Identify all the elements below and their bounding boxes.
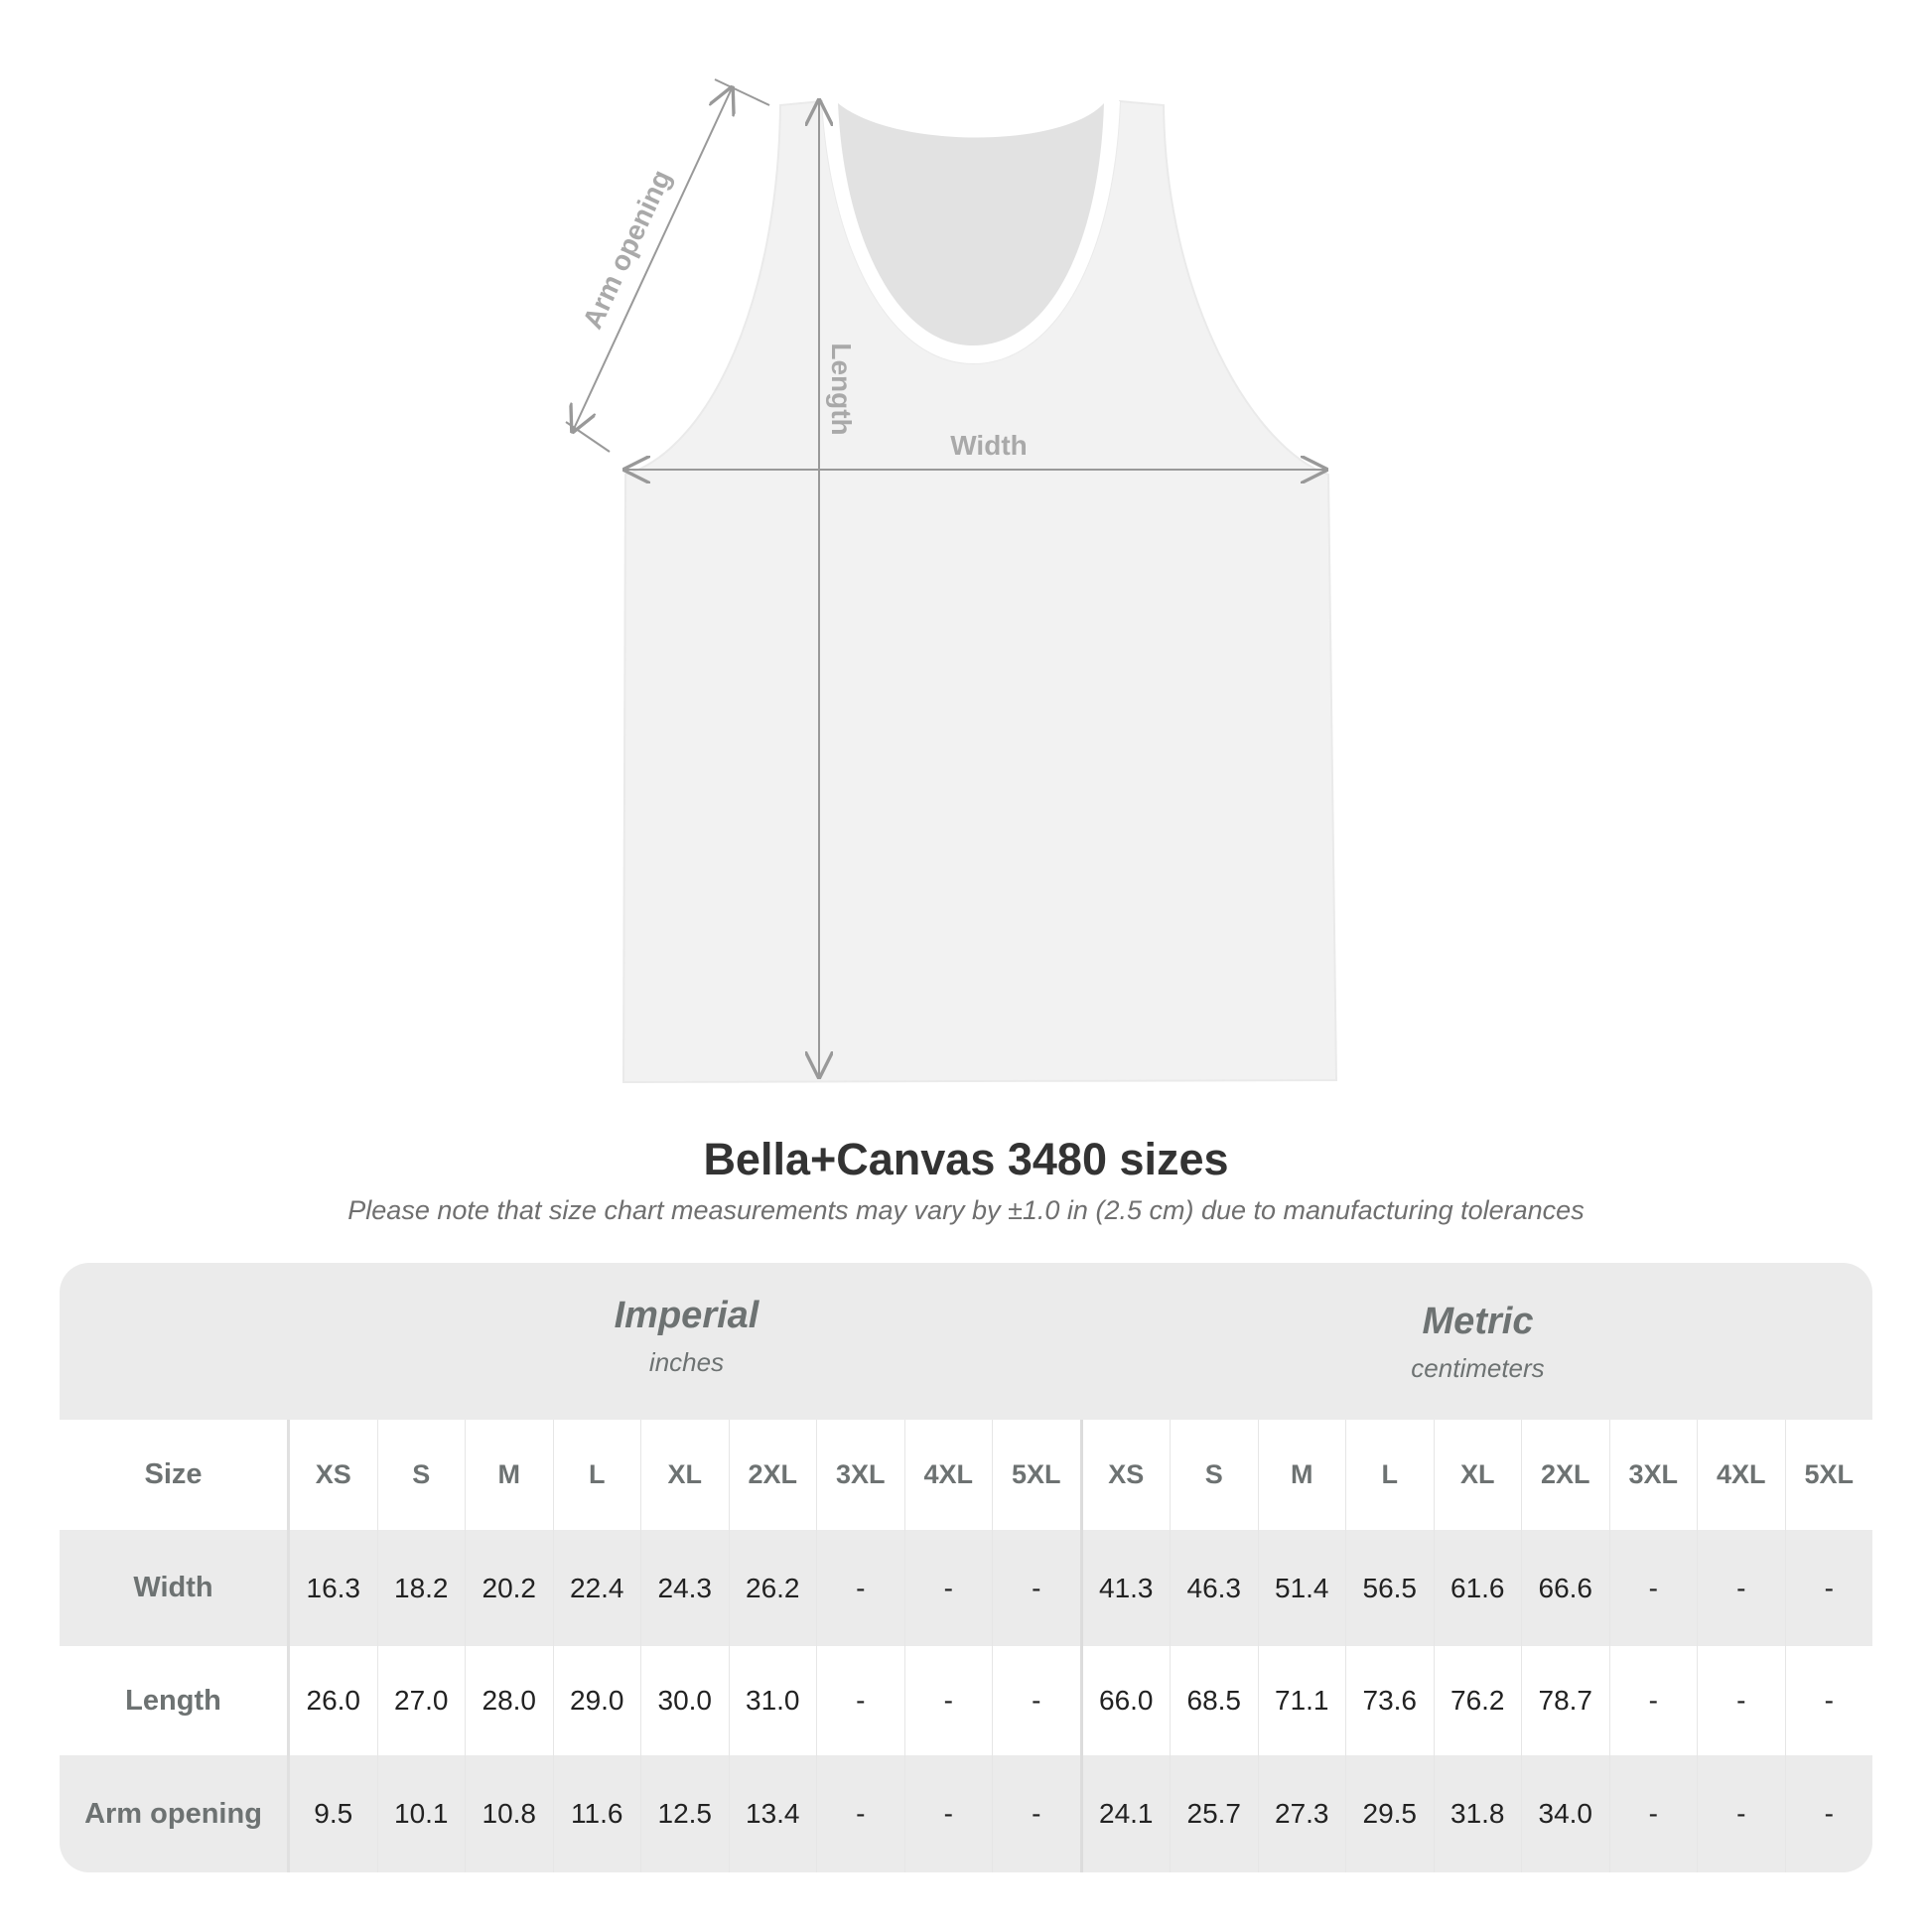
- table-cell: -: [1610, 1530, 1698, 1646]
- table-cell: -: [817, 1646, 905, 1755]
- table-cell: -: [905, 1646, 993, 1755]
- size-header-cell: 2XL: [730, 1420, 817, 1530]
- table-cell: 30.0: [641, 1646, 730, 1755]
- size-header-cell: 4XL: [905, 1420, 993, 1530]
- size-table: Imperial inches Metric centimeters Size …: [60, 1263, 1872, 1872]
- table-cell: 51.4: [1259, 1530, 1346, 1646]
- table-cell: 16.3: [290, 1530, 378, 1646]
- table-cell: 27.0: [378, 1646, 466, 1755]
- table-cell: 61.6: [1435, 1530, 1522, 1646]
- table-cell: 76.2: [1435, 1646, 1522, 1755]
- length-measure: Length: [819, 101, 857, 1076]
- table-cell: 46.3: [1171, 1530, 1259, 1646]
- table-cell: 10.1: [378, 1755, 466, 1872]
- table-row: Length 26.0 27.0 28.0 29.0 30.0 31.0- - -66.0 68.…: [60, 1646, 1872, 1755]
- size-header-cell: L: [1346, 1420, 1435, 1530]
- table-cell: -: [1610, 1646, 1698, 1755]
- table-cell: 34.0: [1522, 1755, 1610, 1872]
- table-cell: 13.4: [730, 1755, 817, 1872]
- table-row: Width 16.3 18.2 20.2 22.4 24.3 26.2- - -41.3 46.3…: [60, 1530, 1872, 1646]
- imperial-group-header: Imperial inches: [614, 1295, 759, 1377]
- table-cell: 41.3: [1083, 1530, 1171, 1646]
- size-header-cell: M: [1259, 1420, 1346, 1530]
- table-cell: -: [1610, 1755, 1698, 1872]
- table-cell: 29.0: [554, 1646, 641, 1755]
- table-cell: -: [1824, 1572, 1834, 1603]
- row-label: Width: [60, 1530, 290, 1646]
- table-cell: 25.7: [1171, 1755, 1259, 1872]
- table-cell: 12.5: [641, 1755, 730, 1872]
- table-cell: 27.3: [1259, 1755, 1346, 1872]
- width-measure: Width: [625, 430, 1325, 470]
- table-cell: -: [993, 1646, 1083, 1755]
- tolerance-note: Please note that size chart measurements…: [347, 1195, 1585, 1225]
- size-header-cell: 4XL: [1698, 1420, 1786, 1530]
- unit-header-band: [60, 1263, 1872, 1420]
- table-cell: 66.0: [1083, 1646, 1171, 1755]
- table-cell: 28.0: [466, 1646, 554, 1755]
- table-cell: 26.0: [290, 1646, 378, 1755]
- size-header-cell: XS: [290, 1420, 378, 1530]
- table-cell: -: [1698, 1530, 1786, 1646]
- table-cell: 22.4: [554, 1530, 641, 1646]
- table-cell: 24.3: [641, 1530, 730, 1646]
- table-cell: 11.6: [554, 1755, 641, 1872]
- width-label: Width: [950, 430, 1028, 461]
- tank-top-image: [621, 99, 1338, 1084]
- size-header-row: Size XS S M L XL 2XL 3XL 4XL 5XL XS S M L XL 2XL 3XL 4XL…: [60, 1420, 1872, 1530]
- size-header-cell: 5XL: [1804, 1459, 1855, 1489]
- size-header-cell: XS: [1083, 1420, 1171, 1530]
- table-cell: -: [993, 1755, 1083, 1872]
- table-cell: -: [817, 1755, 905, 1872]
- table-cell: 26.2: [730, 1530, 817, 1646]
- size-label: Size: [60, 1420, 290, 1530]
- table-cell: 18.2: [378, 1530, 466, 1646]
- table-cell: -: [993, 1530, 1083, 1646]
- arm-opening-label: Arm opening: [577, 165, 677, 334]
- table-cell: -: [817, 1530, 905, 1646]
- table-cell: 66.6: [1522, 1530, 1610, 1646]
- table-cell: -: [1824, 1798, 1834, 1829]
- size-header-cell: 2XL: [1522, 1420, 1610, 1530]
- table-cell: -: [1698, 1646, 1786, 1755]
- size-header-cell: S: [1171, 1420, 1259, 1530]
- table-cell: 29.5: [1346, 1755, 1435, 1872]
- row-label: Length: [60, 1646, 290, 1755]
- size-header-cell: XL: [1435, 1420, 1522, 1530]
- size-header-cell: 3XL: [1610, 1420, 1698, 1530]
- length-label: Length: [826, 343, 857, 435]
- table-cell: 71.1: [1259, 1646, 1346, 1755]
- size-header-cell: S: [378, 1420, 466, 1530]
- table-cell: 56.5: [1346, 1530, 1435, 1646]
- table-cell: 31.0: [730, 1646, 817, 1755]
- tank-top-diagram: Arm opening Length Width: [565, 78, 1338, 1084]
- table-row: Arm opening 9.5 10.1 10.8 11.6 12.5 13.4- - -24.…: [60, 1755, 1872, 1872]
- table-cell: 10.8: [466, 1755, 554, 1872]
- row-label: Arm opening: [60, 1755, 290, 1872]
- size-header-cell: M: [466, 1420, 554, 1530]
- table-cell: 31.8: [1435, 1755, 1522, 1872]
- table-cell: 78.7: [1522, 1646, 1610, 1755]
- table-cell: -: [1824, 1685, 1834, 1716]
- table-cell: -: [905, 1755, 993, 1872]
- page-title: Bella+Canvas 3480 sizes: [703, 1134, 1229, 1184]
- size-header-cell: 5XL: [993, 1420, 1083, 1530]
- table-cell: -: [1698, 1755, 1786, 1872]
- table-cell: 68.5: [1171, 1646, 1259, 1755]
- table-cell: 24.1: [1083, 1755, 1171, 1872]
- size-header-cell: 3XL: [817, 1420, 905, 1530]
- metric-group-header: Metric centimeters: [1411, 1301, 1545, 1383]
- table-cell: 9.5: [290, 1755, 378, 1872]
- size-header-cell: L: [554, 1420, 641, 1530]
- table-cell: -: [905, 1530, 993, 1646]
- table-cell: 20.2: [466, 1530, 554, 1646]
- size-header-cell: XL: [641, 1420, 730, 1530]
- table-cell: 73.6: [1346, 1646, 1435, 1755]
